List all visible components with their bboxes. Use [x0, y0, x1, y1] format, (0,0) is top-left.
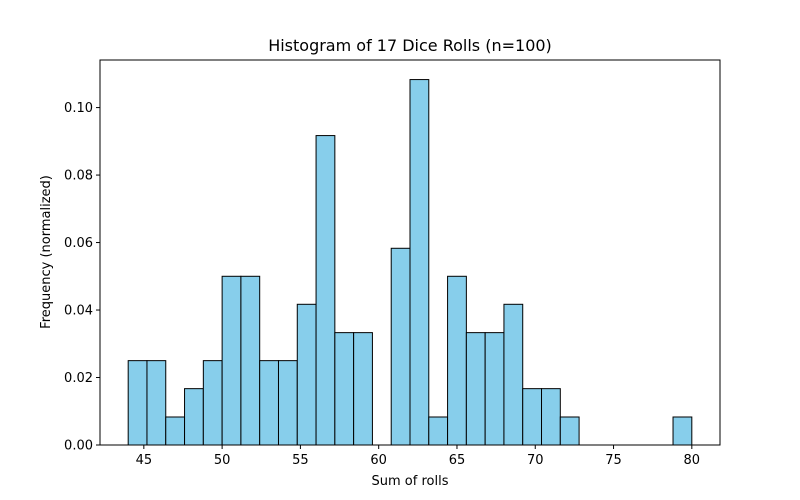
x-tick-label: 80	[684, 453, 701, 468]
histogram-bar	[447, 275, 467, 446]
y-axis-label: Frequency (normalized)	[39, 175, 54, 329]
histogram-bar	[465, 332, 486, 446]
y-axis-ticks: 0.00 0.02 0.04 0.06 0.08 0.10	[64, 101, 100, 454]
y-tick-label: 0.08	[64, 169, 93, 184]
histogram-bar	[541, 388, 561, 446]
x-tick-label: 60	[370, 453, 387, 468]
y-tick-label: 0.00	[64, 439, 93, 454]
x-tick-label: 55	[292, 453, 309, 468]
histogram-bar	[259, 360, 279, 446]
x-tick-label: 70	[527, 453, 544, 468]
y-tick-label: 0.02	[64, 371, 93, 386]
histogram-bar	[409, 79, 430, 446]
histogram-bar	[240, 275, 261, 446]
histogram-bar	[296, 303, 317, 446]
histogram-bar	[522, 388, 543, 446]
plot-frame	[99, 59, 721, 446]
y-tick-label: 0.10	[64, 101, 93, 116]
x-axis-label: Sum of rolls	[372, 474, 449, 489]
histogram-bar	[127, 360, 148, 446]
y-tick-label: 0.06	[64, 236, 93, 251]
histogram-bar	[484, 332, 505, 446]
histogram-bar	[334, 332, 355, 446]
histogram-bar	[202, 360, 223, 446]
y-tick-label: 0.04	[64, 304, 93, 319]
histogram-bar	[146, 360, 167, 446]
histogram-bar	[503, 303, 524, 446]
histogram-bar	[165, 416, 186, 446]
histogram-bar	[428, 416, 449, 446]
chart-title: Histogram of 17 Dice Rolls (n=100)	[268, 36, 552, 55]
x-tick-label: 75	[605, 453, 622, 468]
histogram-bar	[184, 388, 204, 446]
bars-group	[127, 79, 693, 446]
x-tick-label: 65	[449, 453, 466, 468]
histogram-bar	[390, 247, 411, 446]
histogram-bar	[221, 275, 242, 446]
histogram-bar	[353, 332, 373, 446]
x-tick-label: 45	[136, 453, 153, 468]
x-axis-ticks: 45 50 55 60 65 70 75 80	[136, 445, 701, 468]
x-tick-label: 50	[214, 453, 231, 468]
histogram-bar	[277, 360, 298, 446]
histogram-bar	[315, 135, 336, 446]
histogram-bar	[559, 416, 580, 446]
histogram-bar	[672, 416, 693, 446]
